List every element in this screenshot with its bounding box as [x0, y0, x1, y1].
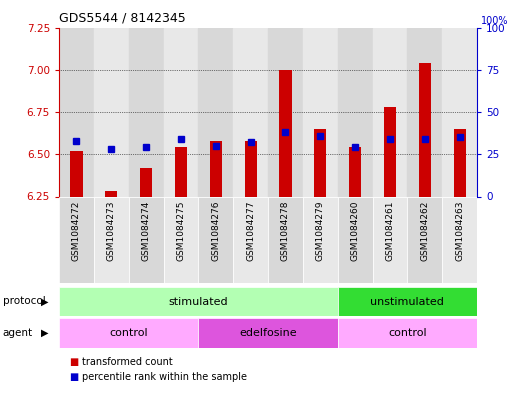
Bar: [59, 318, 199, 348]
Bar: [199, 318, 338, 348]
Bar: [59, 287, 338, 316]
Text: GSM1084276: GSM1084276: [211, 201, 220, 261]
Text: unstimulated: unstimulated: [370, 297, 444, 307]
Bar: [59, 28, 94, 196]
Bar: [94, 196, 129, 283]
Bar: [199, 28, 233, 196]
Text: GSM1084262: GSM1084262: [420, 201, 429, 261]
Bar: [349, 147, 361, 196]
Bar: [129, 196, 164, 283]
Text: agent: agent: [3, 328, 33, 338]
Text: GSM1084275: GSM1084275: [176, 201, 185, 261]
Bar: [105, 191, 117, 196]
Bar: [70, 151, 83, 196]
Text: control: control: [109, 328, 148, 338]
Bar: [129, 28, 164, 196]
Bar: [453, 129, 466, 196]
Bar: [338, 196, 372, 283]
Text: percentile rank within the sample: percentile rank within the sample: [82, 372, 247, 382]
Bar: [210, 141, 222, 196]
Bar: [233, 28, 268, 196]
Bar: [372, 28, 407, 196]
Bar: [384, 107, 396, 196]
Text: GSM1084279: GSM1084279: [316, 201, 325, 261]
Text: ■: ■: [69, 372, 78, 382]
Text: 100%: 100%: [481, 16, 509, 26]
Bar: [338, 318, 477, 348]
Bar: [59, 196, 94, 283]
Text: GSM1084274: GSM1084274: [142, 201, 151, 261]
Text: GSM1084272: GSM1084272: [72, 201, 81, 261]
Bar: [94, 28, 129, 196]
Text: edelfosine: edelfosine: [239, 328, 297, 338]
Text: GSM1084261: GSM1084261: [385, 201, 394, 261]
Text: GSM1084278: GSM1084278: [281, 201, 290, 261]
Bar: [419, 63, 431, 196]
Bar: [372, 196, 407, 283]
Text: GSM1084263: GSM1084263: [455, 201, 464, 261]
Bar: [164, 196, 199, 283]
Text: ▶: ▶: [41, 296, 49, 307]
Bar: [245, 141, 256, 196]
Bar: [303, 196, 338, 283]
Bar: [233, 196, 268, 283]
Text: GSM1084273: GSM1084273: [107, 201, 116, 261]
Bar: [303, 28, 338, 196]
Bar: [407, 196, 442, 283]
Bar: [199, 196, 233, 283]
Bar: [175, 147, 187, 196]
Bar: [338, 287, 477, 316]
Bar: [407, 28, 442, 196]
Bar: [268, 28, 303, 196]
Text: stimulated: stimulated: [169, 297, 228, 307]
Bar: [268, 196, 303, 283]
Bar: [314, 129, 326, 196]
Text: protocol: protocol: [3, 296, 45, 307]
Text: transformed count: transformed count: [82, 356, 173, 367]
Text: GSM1084260: GSM1084260: [351, 201, 360, 261]
Bar: [338, 28, 372, 196]
Text: GSM1084277: GSM1084277: [246, 201, 255, 261]
Bar: [280, 70, 291, 196]
Text: ■: ■: [69, 356, 78, 367]
Text: GDS5544 / 8142345: GDS5544 / 8142345: [59, 12, 186, 25]
Bar: [140, 168, 152, 196]
Text: control: control: [388, 328, 427, 338]
Bar: [442, 196, 477, 283]
Bar: [164, 28, 199, 196]
Text: ▶: ▶: [41, 328, 49, 338]
Bar: [442, 28, 477, 196]
